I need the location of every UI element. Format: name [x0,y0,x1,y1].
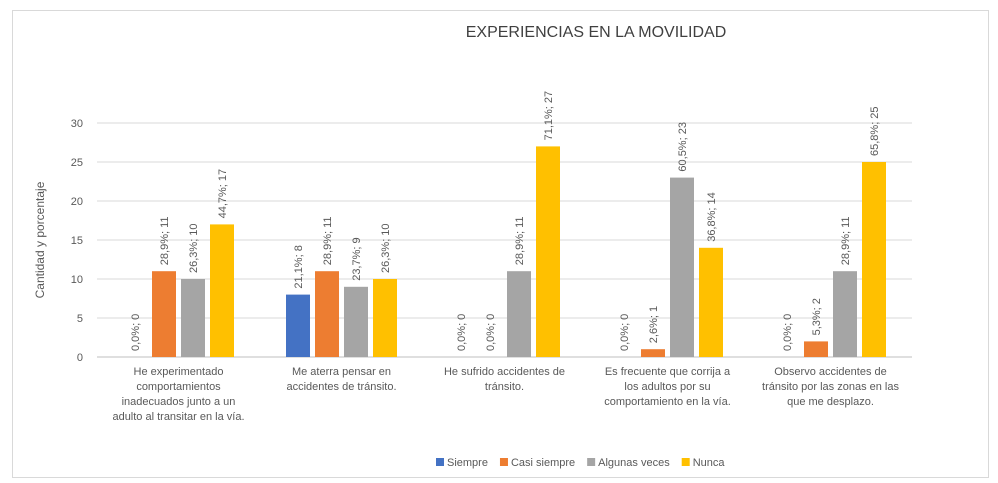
data-label: 28,9%; 11 [159,216,171,265]
bar [373,279,397,357]
bar [536,146,560,357]
y-axis-label: Cantidad y porcentaje [33,181,47,298]
bar [641,349,665,357]
data-label: 0,0%; 0 [619,314,631,351]
bar [670,177,694,357]
y-tick-label: 20 [71,196,83,208]
legend-label: Siempre [447,457,488,469]
data-label: 28,9%; 11 [514,216,526,265]
bar [804,341,828,357]
y-tick-label: 5 [77,313,83,325]
data-label: 28,9%; 11 [840,216,852,265]
bar [833,271,857,357]
data-label: 26,3%; 10 [380,223,392,273]
bar [344,286,368,357]
bar [286,294,310,357]
data-label: 0,0%; 0 [130,314,142,351]
data-label: 65,8%; 25 [869,106,881,156]
legend-label: Algunas veces [598,457,670,469]
legend-label: Casi siempre [511,457,575,469]
legend-swatch [499,458,508,466]
data-label: 0,0%; 0 [456,314,468,351]
data-label: 0,0%; 0 [782,314,794,351]
data-label: 36,8%; 14 [706,192,718,242]
chart-title: EXPERIENCIAS EN LA MOVILIDAD [466,24,727,41]
legend-swatch [436,458,444,466]
data-label: 0,0%; 0 [485,314,497,351]
data-label: 26,3%; 10 [188,223,200,273]
data-label: 44,7%; 17 [217,169,229,219]
bar [152,271,176,357]
data-label: 2,6%; 1 [648,306,660,343]
chart-border [12,10,989,478]
legend-swatch [587,458,596,466]
y-tick-label: 10 [71,274,83,286]
y-tick-label: 0 [77,352,83,364]
y-tick-label: 30 [71,118,83,130]
x-tick-label: He sufrido accidentes de tránsito. [444,366,565,393]
bar [507,271,531,357]
y-tick-label: 25 [71,157,83,169]
data-label: 28,9%; 11 [322,216,334,265]
legend-label: Nunca [693,457,726,469]
bar [862,162,886,357]
bar [210,224,234,357]
bar [699,247,723,357]
data-label: 71,1%; 27 [543,91,555,141]
x-tick-label: Me aterra pensar en accidentes de tránsit… [286,366,396,393]
data-label: 23,7%; 9 [351,237,363,280]
x-tick-label: Es frecuente que corrija a los adultos po… [604,366,731,408]
y-tick-label: 15 [71,235,83,247]
x-tick-label: Observo accidentes de tránsito por las zo… [762,366,899,408]
bar [315,271,339,357]
legend-swatch [681,458,690,466]
data-label: 5,3%; 2 [811,298,823,335]
x-tick-label: He experimentado comportamientos inadecuad… [112,366,244,423]
data-label: 21,1%; 8 [293,245,305,288]
data-label: 60,5%; 23 [677,122,689,172]
bar [181,279,205,357]
